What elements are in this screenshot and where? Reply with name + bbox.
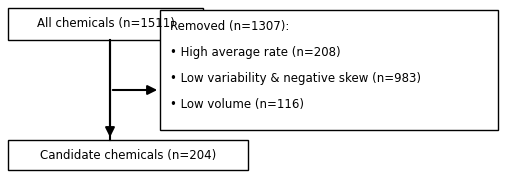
Bar bbox=[8, 140, 247, 170]
Text: • High average rate (n=208): • High average rate (n=208) bbox=[170, 46, 340, 59]
Text: Candidate chemicals (n=204): Candidate chemicals (n=204) bbox=[40, 148, 216, 161]
Bar bbox=[160, 10, 497, 130]
Bar bbox=[8, 8, 203, 40]
Text: All chemicals (n=1511): All chemicals (n=1511) bbox=[36, 17, 174, 30]
Text: • Low variability & negative skew (n=983): • Low variability & negative skew (n=983… bbox=[170, 72, 420, 85]
Text: • Low volume (n=116): • Low volume (n=116) bbox=[170, 98, 304, 111]
Text: Removed (n=1307):: Removed (n=1307): bbox=[170, 20, 289, 33]
